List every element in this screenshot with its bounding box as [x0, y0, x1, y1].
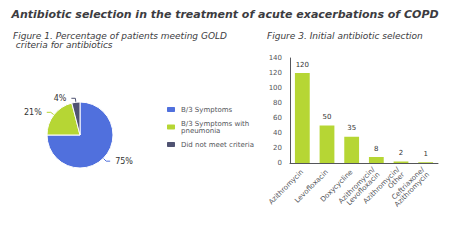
svg-text:pneumonia: pneumonia	[181, 127, 220, 135]
svg-text:Did not meet criteria: Did not meet criteria	[181, 141, 254, 149]
svg-text:Azithromycin: Azithromycin	[267, 168, 306, 207]
svg-text:Levofloxacin: Levofloxacin	[293, 168, 330, 205]
svg-text:Other: Other	[386, 170, 407, 191]
svg-text:Figure 3. Initial antibiotic s: Figure 3. Initial antibiotic selection	[267, 31, 423, 41]
svg-text:Figure 1. Percentage of patien: Figure 1. Percentage of patients meeting…	[13, 30, 227, 41]
svg-text:60: 60	[273, 114, 282, 122]
svg-text:120: 120	[296, 61, 309, 69]
svg-text:Antibiotic selection in the tr: Antibiotic selection in the treatment of…	[10, 8, 438, 21]
svg-text:1: 1	[423, 150, 427, 158]
svg-text:2: 2	[399, 149, 403, 157]
svg-text:Azithromycin/: Azithromycin/	[337, 165, 377, 206]
svg-text:100: 100	[269, 84, 282, 92]
svg-text:0: 0	[278, 159, 282, 167]
svg-text:Levofloxacin: Levofloxacin	[345, 170, 382, 208]
svg-text:Azithromycin/: Azithromycin/	[361, 165, 402, 206]
svg-text:35: 35	[347, 124, 356, 132]
svg-text:8: 8	[374, 145, 378, 153]
svg-text:B/3 Symptoms: B/3 Symptoms	[181, 106, 233, 114]
svg-text:140: 140	[269, 54, 282, 62]
svg-text:120: 120	[269, 69, 282, 77]
svg-text:Ceftriaxone/: Ceftriaxone/	[390, 165, 426, 202]
svg-text:50: 50	[323, 113, 332, 121]
svg-text:Doxycycline: Doxycycline	[319, 168, 355, 204]
svg-text:75%: 75%	[115, 157, 133, 166]
svg-text:B/3 Symptoms with: B/3 Symptoms with	[181, 119, 250, 128]
svg-text:40: 40	[273, 129, 282, 137]
svg-text:21%: 21%	[24, 108, 42, 117]
svg-text:criteria for antibiotics: criteria for antibiotics	[13, 40, 113, 50]
svg-text:4%: 4%	[54, 94, 67, 103]
svg-text:Azithromycin: Azithromycin	[393, 171, 431, 209]
svg-text:80: 80	[273, 99, 282, 107]
svg-text:20: 20	[273, 144, 282, 152]
